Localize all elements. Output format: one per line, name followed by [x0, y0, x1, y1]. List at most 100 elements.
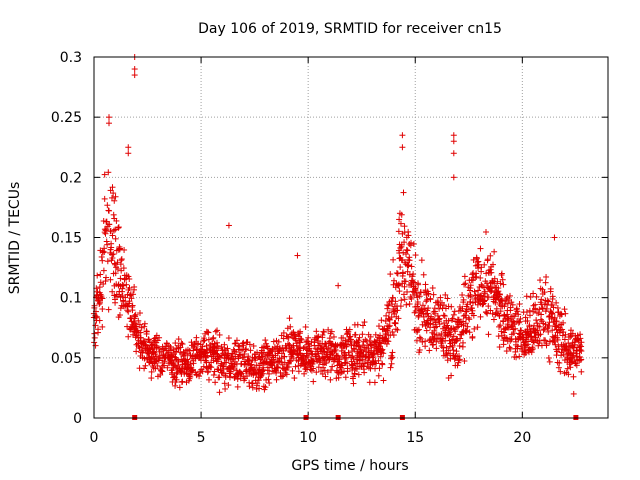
data-point	[488, 269, 495, 276]
data-point	[131, 283, 138, 290]
data-point	[91, 334, 98, 341]
data-point	[214, 345, 221, 352]
data-point	[224, 345, 231, 352]
data-point	[342, 337, 349, 344]
data-point	[401, 223, 408, 230]
data-point	[375, 372, 382, 379]
data-point	[123, 281, 130, 288]
data-point	[559, 326, 566, 333]
data-point	[422, 343, 429, 350]
data-point	[247, 347, 254, 354]
data-point	[262, 384, 269, 391]
data-point	[292, 363, 299, 370]
data-point	[235, 342, 242, 349]
data-point	[509, 301, 516, 308]
data-point	[474, 259, 481, 266]
data-point	[523, 309, 530, 316]
data-point	[263, 356, 270, 363]
data-point	[488, 285, 495, 292]
data-point	[419, 338, 426, 345]
data-point	[274, 363, 281, 370]
data-point	[136, 321, 143, 328]
data-point	[377, 332, 384, 339]
data-point	[460, 299, 467, 306]
data-point	[419, 302, 426, 309]
data-point	[506, 344, 513, 351]
data-point	[329, 363, 336, 370]
data-point	[221, 341, 228, 348]
data-point	[200, 338, 207, 345]
data-point	[349, 375, 356, 382]
data-point	[427, 296, 434, 303]
data-point	[412, 285, 419, 292]
data-point	[214, 339, 221, 346]
data-point	[361, 369, 368, 376]
data-point	[385, 323, 392, 330]
data-point	[559, 332, 566, 339]
data-point	[396, 216, 403, 223]
data-point	[115, 224, 122, 231]
data-point	[212, 379, 219, 386]
data-point	[385, 338, 392, 345]
data-point	[291, 331, 298, 338]
data-point	[143, 342, 150, 349]
data-point	[319, 332, 326, 339]
data-point	[425, 305, 432, 312]
data-point	[555, 343, 562, 350]
data-point	[401, 239, 408, 246]
data-point	[176, 384, 183, 391]
data-point	[403, 301, 410, 308]
data-point	[361, 319, 368, 326]
data-point	[295, 368, 302, 375]
data-point	[321, 367, 328, 374]
data-point	[130, 291, 137, 298]
data-point	[136, 344, 143, 351]
data-point	[265, 376, 272, 383]
data-point	[178, 340, 185, 347]
data-point	[294, 252, 301, 259]
data-point	[536, 323, 543, 330]
plot-frame	[93, 56, 609, 419]
data-point	[280, 329, 287, 336]
data-point	[310, 365, 317, 372]
data-point	[435, 316, 442, 323]
data-point	[502, 325, 509, 332]
data-point	[242, 346, 249, 353]
data-point	[449, 343, 456, 350]
data-point	[216, 389, 223, 396]
data-point	[423, 327, 430, 334]
x-tick-label: 10	[299, 430, 317, 446]
data-point	[120, 265, 127, 272]
data-point	[128, 295, 135, 302]
data-point	[530, 290, 537, 297]
data-point	[100, 267, 107, 274]
data-point	[125, 333, 132, 340]
data-point	[517, 315, 524, 322]
data-point	[132, 311, 139, 318]
data-point	[256, 385, 263, 392]
data-point	[126, 275, 133, 282]
data-point	[148, 375, 155, 382]
data-point	[172, 382, 179, 389]
data-point	[117, 275, 124, 282]
data-point	[528, 349, 535, 356]
data-point	[399, 132, 406, 139]
data-point	[453, 348, 460, 355]
y-axis-label: SRMTID / TECUs	[7, 182, 23, 295]
data-point	[382, 330, 389, 337]
data-point	[187, 361, 194, 368]
data-point	[497, 308, 504, 315]
data-point	[473, 270, 480, 277]
data-point	[540, 327, 547, 334]
data-point	[175, 336, 182, 343]
data-point	[92, 322, 99, 329]
data-point	[99, 306, 106, 313]
data-point	[414, 327, 421, 334]
data-point	[551, 234, 558, 241]
data-point	[470, 256, 477, 263]
x-tick-label: 5	[197, 430, 206, 446]
data-point	[457, 335, 464, 342]
data-point	[204, 352, 211, 359]
data-point	[335, 374, 342, 381]
data-point	[282, 367, 289, 374]
